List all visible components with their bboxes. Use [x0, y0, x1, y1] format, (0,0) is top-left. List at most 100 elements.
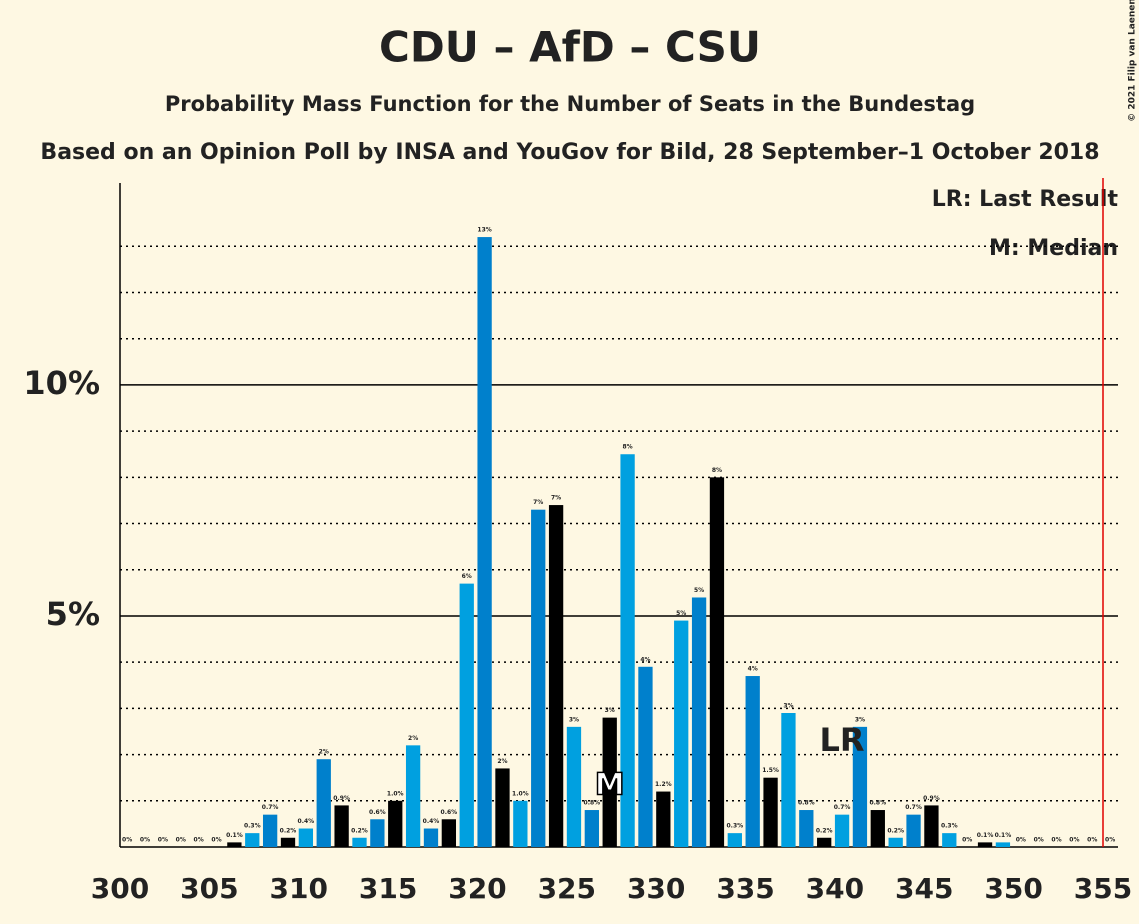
x-tick-label: 305 [180, 872, 238, 905]
bar [423, 828, 439, 847]
bar [924, 805, 939, 847]
value-label: 0% [194, 837, 204, 844]
value-label: 0.2% [887, 827, 904, 834]
x-tick-label: 340 [806, 872, 864, 905]
chart-title: CDU – AfD – CSU [379, 23, 761, 72]
x-tick-label: 355 [1074, 872, 1132, 905]
x-tick-label: 320 [448, 872, 506, 905]
value-label: 4% [640, 656, 650, 663]
value-label: 0.1% [226, 832, 243, 839]
value-label: 2% [319, 749, 329, 756]
last-result-marker: LR [820, 721, 865, 759]
value-label: 0.6% [441, 809, 458, 816]
chart-subtitle: Probability Mass Function for the Number… [165, 92, 975, 116]
value-label: 0.9% [923, 795, 940, 802]
value-label: 0.4% [423, 818, 440, 825]
bar [817, 837, 832, 847]
copyright: © 2021 Filip van Laenen [1128, 0, 1138, 122]
x-tick-label: 350 [984, 872, 1042, 905]
bar [674, 620, 689, 847]
bar [763, 777, 778, 847]
bar [852, 726, 868, 847]
bar [620, 454, 635, 847]
value-label: 5% [676, 610, 686, 617]
x-tick-label: 310 [270, 872, 328, 905]
value-label: 0% [176, 837, 186, 844]
bar [906, 814, 921, 847]
value-label: 0.1% [995, 832, 1012, 839]
value-label: 8% [712, 467, 722, 474]
bar [352, 837, 367, 847]
bar [656, 791, 671, 847]
bar [280, 837, 296, 847]
bar [405, 745, 421, 847]
bar [691, 597, 707, 847]
value-label: 0% [962, 837, 972, 844]
legend-entry: M: Median [989, 236, 1118, 261]
value-label: 1.5% [762, 767, 779, 774]
bar [334, 805, 349, 847]
value-label: 0.4% [298, 818, 315, 825]
value-label: 0.9% [333, 795, 350, 802]
bar [477, 237, 492, 848]
value-label: 0% [122, 837, 132, 844]
value-label: 0% [1034, 837, 1044, 844]
x-tick-label: 335 [716, 872, 774, 905]
x-tick-label: 325 [538, 872, 596, 905]
bar [495, 768, 510, 847]
legend-entry: LR: Last Result [932, 187, 1119, 212]
bar [781, 712, 796, 847]
bar [870, 810, 885, 847]
bar [745, 676, 760, 847]
bar [370, 819, 385, 847]
bar [388, 800, 403, 847]
bar [513, 800, 528, 847]
value-label: 13% [477, 227, 491, 234]
value-label: 6% [462, 573, 472, 580]
value-label: 0.2% [816, 827, 833, 834]
bar [566, 726, 582, 847]
bar [227, 842, 242, 847]
bar [977, 842, 993, 847]
bar [262, 814, 278, 847]
value-label: 0% [158, 837, 168, 844]
value-label: 2% [497, 758, 507, 765]
value-label: 0.8% [798, 800, 815, 807]
value-label: 3% [569, 716, 579, 723]
bar [459, 583, 474, 847]
value-label: 7% [533, 499, 543, 506]
value-label: 0.7% [262, 804, 279, 811]
value-label: 1.0% [512, 790, 529, 797]
value-label: 0% [1087, 837, 1097, 844]
bar [942, 833, 957, 847]
value-label: 0.8% [584, 800, 601, 807]
value-label: 0.8% [869, 800, 886, 807]
bar [531, 509, 546, 847]
value-label: 0% [1016, 837, 1026, 844]
value-label: 3% [605, 707, 615, 714]
value-label: 0.6% [369, 809, 386, 816]
x-tick-label: 330 [627, 872, 685, 905]
x-tick-label: 345 [895, 872, 953, 905]
bar [709, 477, 725, 847]
value-label: 0.7% [834, 804, 851, 811]
value-label: 0.2% [280, 827, 297, 834]
x-tick-label: 315 [359, 872, 417, 905]
bar [834, 814, 850, 847]
chart-subtitle: Based on an Opinion Poll by INSA and You… [40, 140, 1099, 165]
bar [888, 837, 903, 847]
bar [584, 810, 599, 847]
bar [441, 819, 457, 847]
value-label: 3% [783, 702, 793, 709]
value-label: 0.3% [727, 823, 744, 830]
value-label: 7% [551, 495, 561, 502]
value-label: 0% [1069, 837, 1079, 844]
bar [316, 759, 331, 847]
value-label: 8% [622, 444, 632, 451]
value-label: 0.3% [941, 823, 958, 830]
bar [245, 833, 260, 847]
value-label: 0% [140, 837, 150, 844]
value-label: 1.2% [655, 781, 672, 788]
